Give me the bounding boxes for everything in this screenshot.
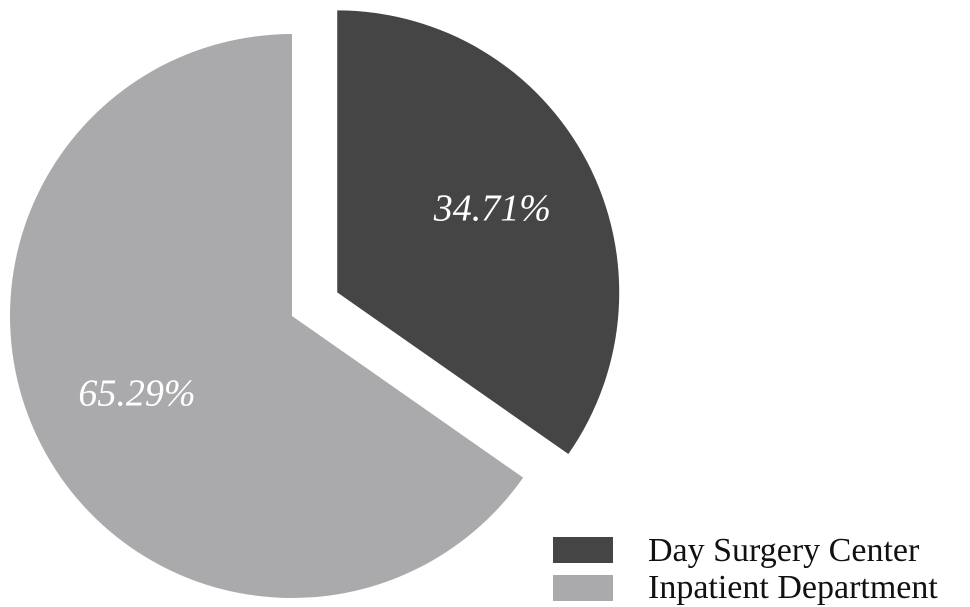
legend-label-day-surgery-center: Day Surgery Center [648,532,920,569]
pie-slice-inpatient-department [9,33,524,598]
legend-swatch-day-surgery-center [553,537,613,563]
legend-swatch-inpatient-department [553,575,613,601]
pie-slice-day-surgery-center [337,10,620,455]
slice-label-inpatient-department: 65.29% [78,373,195,415]
legend-label-inpatient-department: Inpatient Department [648,569,938,606]
slice-label-day-surgery-center: 34.71% [433,187,551,229]
slice-labels: 34.71% 65.29% [78,187,550,414]
legend: Day Surgery Center Inpatient Department [553,532,938,606]
pie-slices [9,10,620,598]
